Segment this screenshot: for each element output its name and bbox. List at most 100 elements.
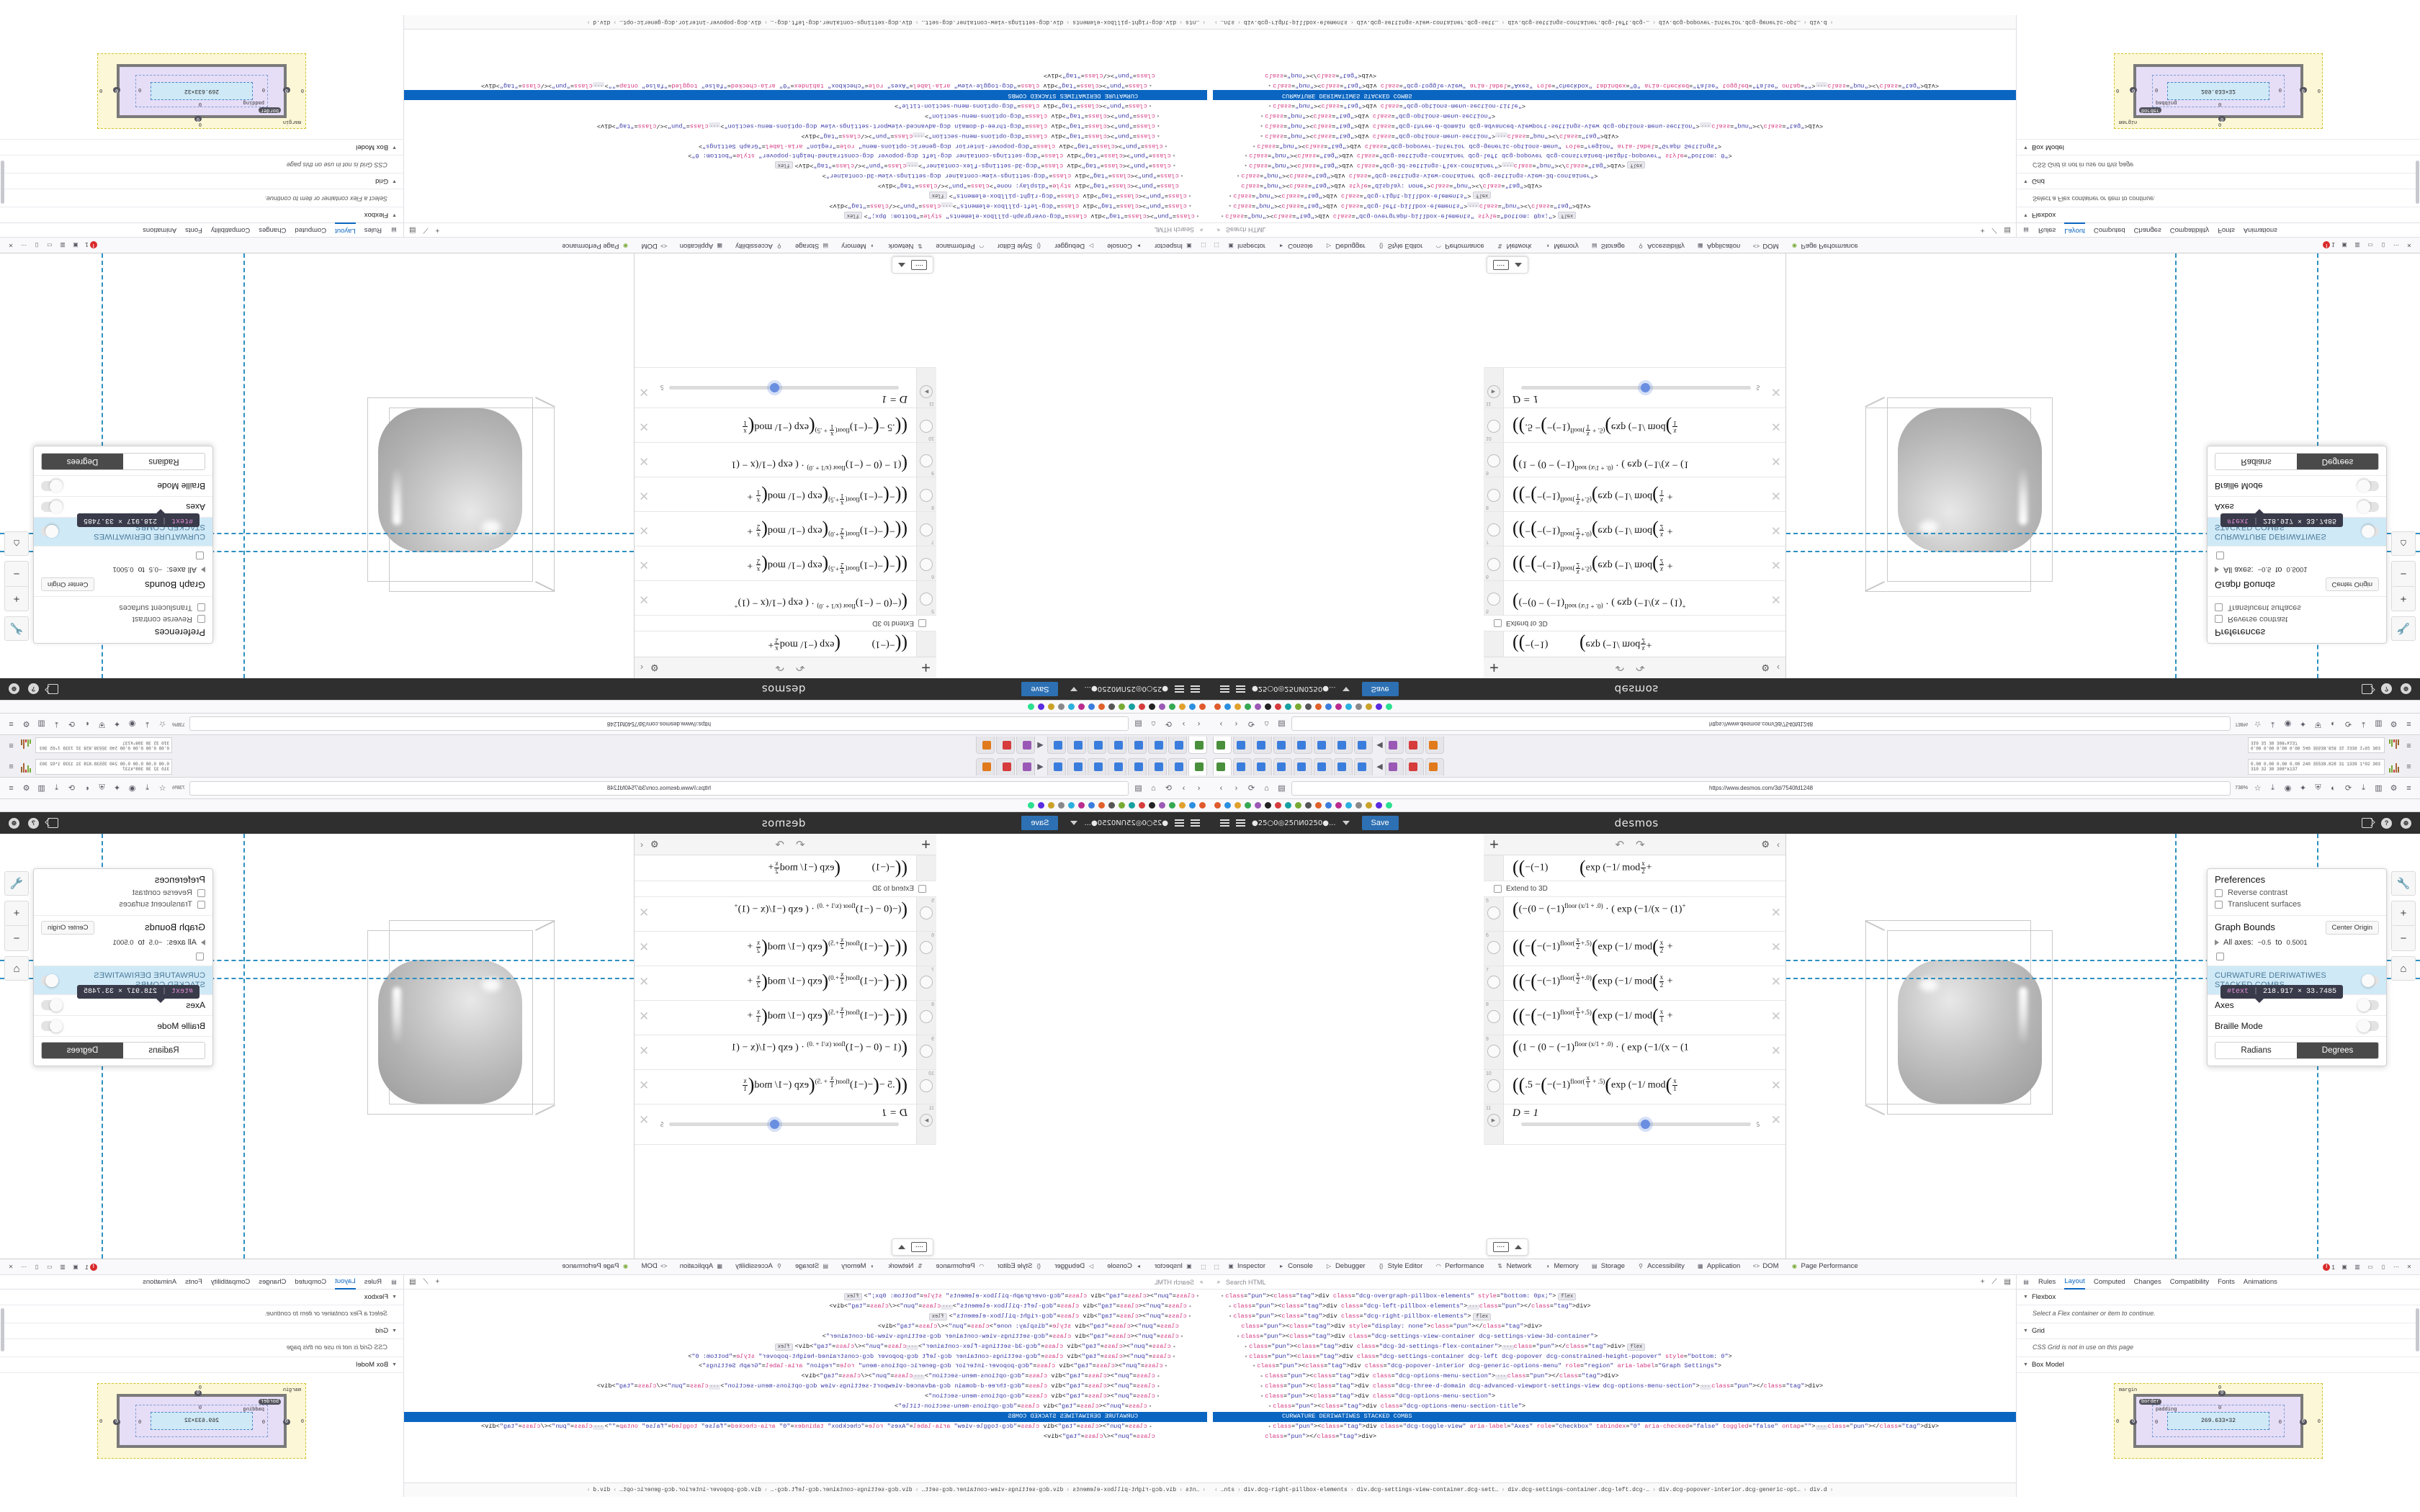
devtools-icon[interactable]: ⚙ <box>22 719 30 728</box>
browser-tab[interactable] <box>1405 757 1424 775</box>
dom-node[interactable]: ▾class="pun"><class="tag">div class="dcg… <box>404 210 1207 220</box>
expression-row[interactable]: 10 ((.5 −(−(−1)floor(x 1 + .5)(exp (−1/ m… <box>1484 408 1785 443</box>
save-button[interactable]: Save <box>1021 682 1059 696</box>
twisty-icon[interactable]: ▸ <box>1229 1303 1232 1310</box>
expression-color-bubble[interactable] <box>1487 975 1500 989</box>
error-count-badge[interactable]: ! 1 <box>85 1263 97 1271</box>
bookmark-item[interactable] <box>1068 802 1075 809</box>
grid-section-header[interactable]: ▼ Grid <box>0 1323 403 1339</box>
bookmark-item[interactable] <box>1129 703 1135 710</box>
bookmark-item[interactable] <box>1285 802 1291 809</box>
curvature-toggle[interactable] <box>2362 973 2379 987</box>
expression-row[interactable]: 7 ((−(−(−1)floor(x 2 +.0)(exp (−1/ mod(x 2 … <box>635 511 936 546</box>
expression-math[interactable]: ((−(−(−1)floor(x 2 +.5)(exp (−1/ mod(x 2 + … <box>1512 935 1781 957</box>
sidebar-tab-changes[interactable]: Changes <box>259 1278 287 1286</box>
dom-node[interactable]: ▸class="pun"><class="tag">div class="dcg… <box>1260 1382 1824 1390</box>
flex-badge[interactable]: flex <box>1558 212 1577 219</box>
graph-canvas[interactable]: 🔧 + − ⌂ Preferences Reverse contrast <box>1786 253 2420 678</box>
delete-expression-icon[interactable]: ✕ <box>1770 1112 1781 1127</box>
flex-badge[interactable]: flex <box>928 1313 947 1320</box>
devtools-tab-storage[interactable]: ▤ Storage <box>790 1261 834 1273</box>
graph-canvas[interactable]: 🔧 + − ⌂ Preferences Reverse contrast <box>1786 834 2420 1259</box>
bookmark-folder-icon[interactable]: ▤ <box>1134 784 1142 793</box>
expression-row[interactable]: 7 ((−(−(−1)floor(x 2 +.0)(exp (−1/ mod(x 2 … <box>1484 966 1785 1001</box>
bookmark-item[interactable] <box>1169 703 1175 710</box>
error-count-badge[interactable]: ! 1 <box>2323 241 2335 249</box>
delete-expression-icon[interactable]: ✕ <box>1770 558 1781 572</box>
browser-tab[interactable] <box>1067 737 1086 755</box>
bounds-checkbox[interactable] <box>2216 953 2224 960</box>
browser-tab[interactable] <box>1354 737 1373 755</box>
box-model-content[interactable]: 269.633×32 <box>151 82 254 100</box>
sidebar-tab-fonts[interactable]: Fonts <box>185 1278 202 1286</box>
grid-section-header[interactable]: ▼ Grid <box>2017 173 2420 189</box>
twisty-icon[interactable]: ▾ <box>1148 1404 1152 1410</box>
angle-unit-segmented-control[interactable]: Radians Degrees <box>2215 1042 2379 1060</box>
responsive-design-icon[interactable]: ▥ <box>2354 1264 2360 1270</box>
expression-color-bubble[interactable] <box>1487 906 1500 919</box>
translucent-surfaces-checkbox[interactable] <box>197 603 205 612</box>
sidebar-tab-compatibility[interactable]: Compatibility <box>210 1278 251 1286</box>
delete-expression-icon[interactable]: ✕ <box>1770 593 1781 607</box>
dom-node[interactable]: class="pun"><class="tag">div style="disp… <box>1213 1322 2016 1332</box>
bookmark-item[interactable] <box>1366 703 1372 710</box>
dom-node[interactable]: ▸class="pun"><class="tag">div class="dcg… <box>829 1302 1191 1310</box>
dock-icon[interactable]: ▯ <box>35 242 39 248</box>
save-button[interactable]: Save <box>1361 682 1399 696</box>
border-top-value[interactable]: 0 <box>194 1390 202 1396</box>
twisty-icon[interactable]: ▾ <box>1245 152 1248 158</box>
breadcrumb-item[interactable]: div.dcg-settings-view-container.dcg-sett… <box>921 1487 1064 1493</box>
chevron-up-icon[interactable] <box>898 263 905 267</box>
twisty-icon[interactable]: ▾ <box>1196 212 1199 218</box>
devtools-tab-dom[interactable]: <> DOM <box>637 1261 673 1273</box>
twisty-icon[interactable]: ▸ <box>1188 1303 1191 1310</box>
close-devtools-icon[interactable]: ✕ <box>8 242 14 248</box>
app-menu-icon[interactable]: ≡ <box>2406 783 2411 793</box>
url-bar[interactable]: https://www.desmos.com/3d/7540fd1248 <box>1291 716 2231 732</box>
bookmark-folder-icon[interactable]: ▤ <box>1134 719 1142 728</box>
browser-tab[interactable] <box>976 737 995 755</box>
breadcrumb-item[interactable]: …nts <box>1220 19 1235 25</box>
dom-node-selected[interactable]: CURWATURE DERIWATIWES STACKED COMBS <box>1213 90 2016 100</box>
expression-math[interactable]: ((−(−(−1)floor(x 2 +.0)(exp (−1/ mod(x 2 + … <box>1512 970 1781 991</box>
back-icon[interactable]: ‹ <box>1197 783 1201 793</box>
twisty-icon[interactable]: ▸ <box>1172 1344 1175 1350</box>
radians-button[interactable]: Radians <box>123 1043 205 1059</box>
bookmark-item[interactable] <box>1078 703 1085 710</box>
bookmark-item[interactable] <box>1376 802 1382 809</box>
center-origin-button[interactable]: Center Origin <box>41 921 95 935</box>
bookmark-item[interactable] <box>1295 802 1301 809</box>
slider-thumb[interactable] <box>770 1120 780 1130</box>
keyboard-icon[interactable]: ▪▪▪▪ <box>1493 1242 1509 1252</box>
delete-expression-icon[interactable]: ✕ <box>639 385 650 400</box>
expression-row[interactable]: 10 ((.5 −(−(−1)floor(x 1 + .5)(exp (−1/ m… <box>635 408 936 443</box>
margin-top-value[interactable]: 0 <box>2218 1385 2222 1391</box>
expression-row-slider[interactable]: 11 ▶ D = 1 5 ✕ <box>1484 1104 1785 1145</box>
breadcrumb-item[interactable]: div.d <box>593 1487 611 1493</box>
chevron-up-icon[interactable] <box>1515 263 1522 267</box>
breadcrumb-prev-icon[interactable]: ‹ <box>1214 19 1218 25</box>
breadcrumb-item[interactable]: div.dcg-right-pillbox-elements <box>1243 19 1348 25</box>
bookmark-item[interactable] <box>1028 802 1034 809</box>
box-model-section-header[interactable]: ▼ Box Model <box>0 139 403 155</box>
browser-tab[interactable] <box>1128 737 1147 755</box>
translucent-surfaces-checkbox[interactable] <box>2215 900 2223 909</box>
browser-tab[interactable] <box>996 737 1015 755</box>
keyboard-popup[interactable]: ▪▪▪▪ <box>1487 1238 1528 1256</box>
bookmark-item[interactable] <box>1129 802 1135 809</box>
twisty-icon[interactable]: ▾ <box>1180 1333 1183 1340</box>
grid-section-header[interactable]: ▼ Grid <box>2017 1323 2420 1339</box>
twisty-icon[interactable] <box>1157 72 1160 78</box>
sidebar-tab-layout[interactable]: Layout <box>335 1274 356 1290</box>
extend-to-3d-row[interactable]: Extend to 3D <box>635 615 936 631</box>
breadcrumb-item[interactable]: div.dcg-popover-interior.dcg-generic-opt… <box>619 19 762 25</box>
twisty-icon[interactable]: ▾ <box>1188 1313 1191 1320</box>
slider-control[interactable]: 5 <box>642 1120 908 1133</box>
dom-node[interactable]: ▸class="pun"><class="tag">div class="dcg… <box>1268 1422 1940 1430</box>
dom-node[interactable]: ▸class="pun"><class="tag">div class="dcg… <box>480 82 1152 90</box>
dom-node[interactable]: ▸class="pun"><class="tag">div class="dcg… <box>1213 1342 2016 1352</box>
browser-tab[interactable] <box>1168 737 1187 755</box>
help-icon[interactable]: ? <box>2381 817 2392 829</box>
bookmark-item[interactable] <box>1068 703 1075 710</box>
undo-icon[interactable]: ↶ <box>1615 838 1625 851</box>
